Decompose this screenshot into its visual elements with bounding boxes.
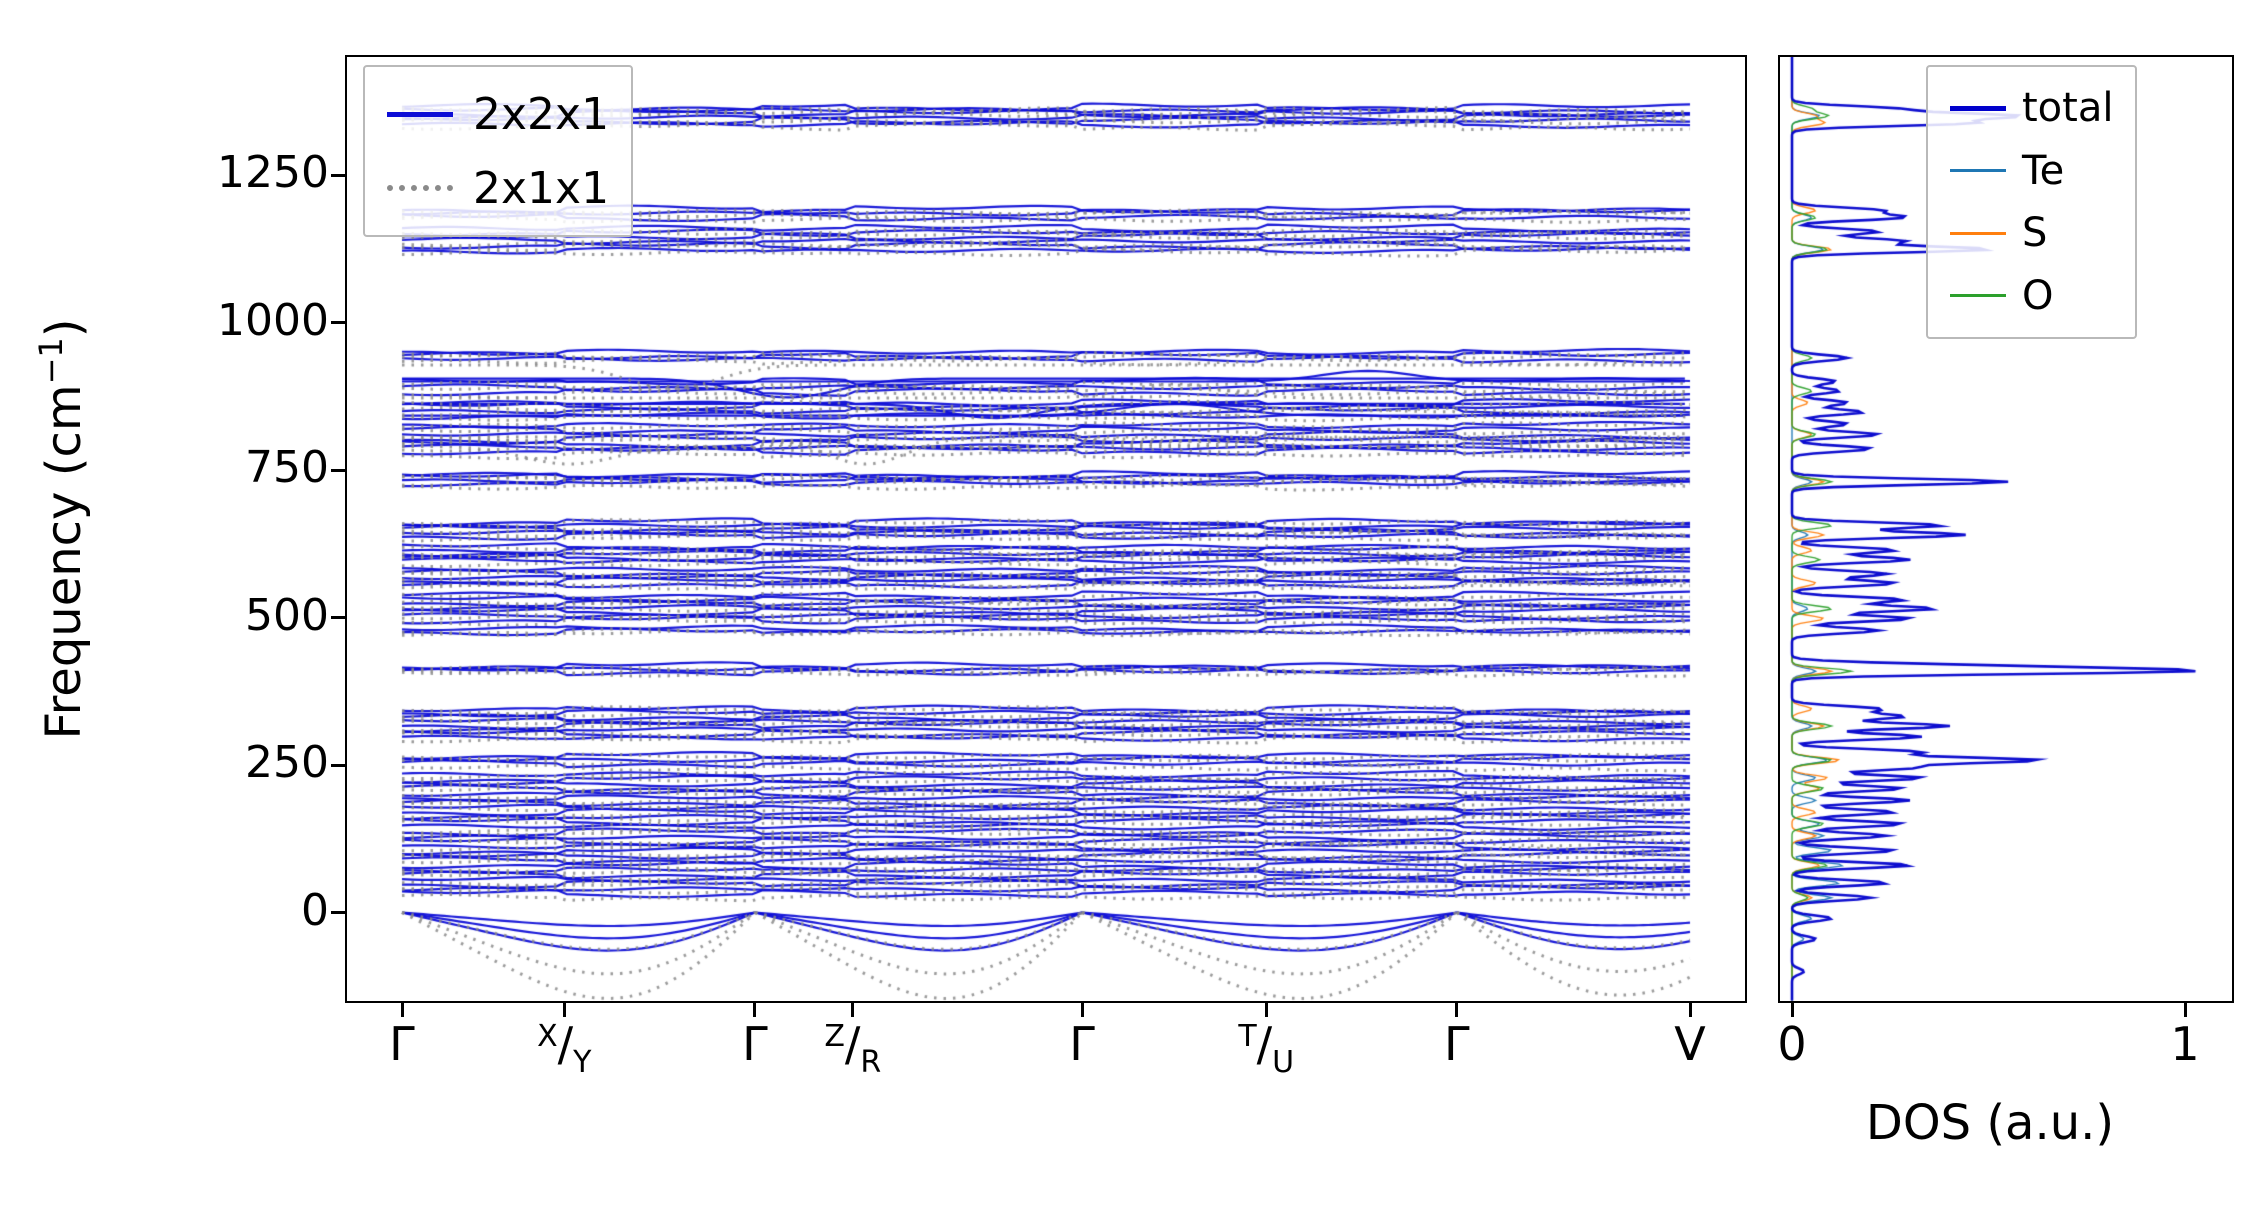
y-tick-mark	[331, 468, 345, 472]
dotted-line-sample	[387, 185, 453, 191]
k-point-label: Γ	[1069, 1017, 1095, 1071]
k-point-label: V	[1674, 1017, 1706, 1071]
y-tick-mark	[331, 173, 345, 177]
x-tick-mark	[562, 1003, 566, 1017]
legend-label: total	[2022, 85, 2114, 132]
k-point-label: X/Y	[537, 1017, 592, 1080]
legend-label: 2x1x1	[473, 162, 610, 214]
legend-item-s: S	[1950, 210, 2113, 256]
y-axis-label-close: )	[36, 318, 92, 338]
dos-x-tick-mark	[2183, 1003, 2187, 1017]
k-point-label: Z/R	[824, 1017, 882, 1080]
x-tick-mark	[1080, 1003, 1084, 1017]
dos-legend: total Te S O	[1926, 65, 2138, 339]
legend-label: Te	[2022, 147, 2065, 194]
legend-item-2x2x1: 2x2x1	[387, 89, 609, 140]
y-tick-mark	[331, 763, 345, 767]
y-tick-label: 750	[245, 442, 329, 493]
s-line-sample	[1950, 231, 2006, 235]
y-tick-mark	[331, 911, 345, 914]
k-point-label: Γ	[742, 1017, 768, 1071]
legend-label: O	[2022, 272, 2054, 319]
legend-label: S	[2022, 210, 2048, 257]
y-tick-label: 1000	[217, 294, 329, 346]
y-axis-label-exponent: −1	[32, 337, 70, 385]
x-tick-mark	[851, 1003, 855, 1017]
y-tick-label: 250	[245, 737, 329, 788]
legend-label: 2x2x1	[473, 88, 610, 140]
dos-x-tick-label: 0	[1777, 1017, 1807, 1071]
y-tick-label: 0	[301, 884, 329, 936]
dos-x-tick-mark	[1790, 1003, 1794, 1017]
y-axis-label-text: Frequency (cm	[36, 384, 92, 740]
solid-line-sample	[387, 111, 453, 117]
k-point-label: Γ	[1444, 1017, 1470, 1071]
x-tick-mark	[1455, 1003, 1459, 1017]
x-tick-mark	[400, 1003, 404, 1017]
y-tick-label: 500	[245, 589, 329, 641]
y-tick-label: 1250	[217, 147, 329, 198]
total-line-sample	[1950, 105, 2006, 111]
x-tick-mark	[1264, 1003, 1268, 1017]
x-tick-mark	[753, 1003, 757, 1017]
legend-item-o: O	[1950, 273, 2113, 319]
band-structure-panel: 2x2x1 2x1x1	[345, 55, 1747, 1003]
k-point-label: Γ	[389, 1017, 415, 1071]
te-line-sample	[1950, 169, 2006, 173]
dos-x-axis-label: DOS (a.u.)	[1865, 1095, 2115, 1151]
y-tick-mark	[331, 321, 345, 324]
x-tick-mark	[1688, 1003, 1692, 1017]
y-tick-mark	[331, 616, 345, 619]
o-line-sample	[1950, 294, 2006, 298]
dos-panel: total Te S O	[1778, 55, 2234, 1003]
band-legend: 2x2x1 2x1x1	[363, 65, 634, 237]
dos-x-tick-label: 1	[2170, 1017, 2200, 1071]
legend-item-te: Te	[1950, 148, 2113, 194]
y-axis-label: Frequency (cm−1)	[32, 318, 92, 739]
legend-item-total: total	[1950, 85, 2113, 131]
k-point-label: T/U	[1238, 1017, 1295, 1080]
legend-item-2x1x1: 2x1x1	[387, 163, 609, 214]
